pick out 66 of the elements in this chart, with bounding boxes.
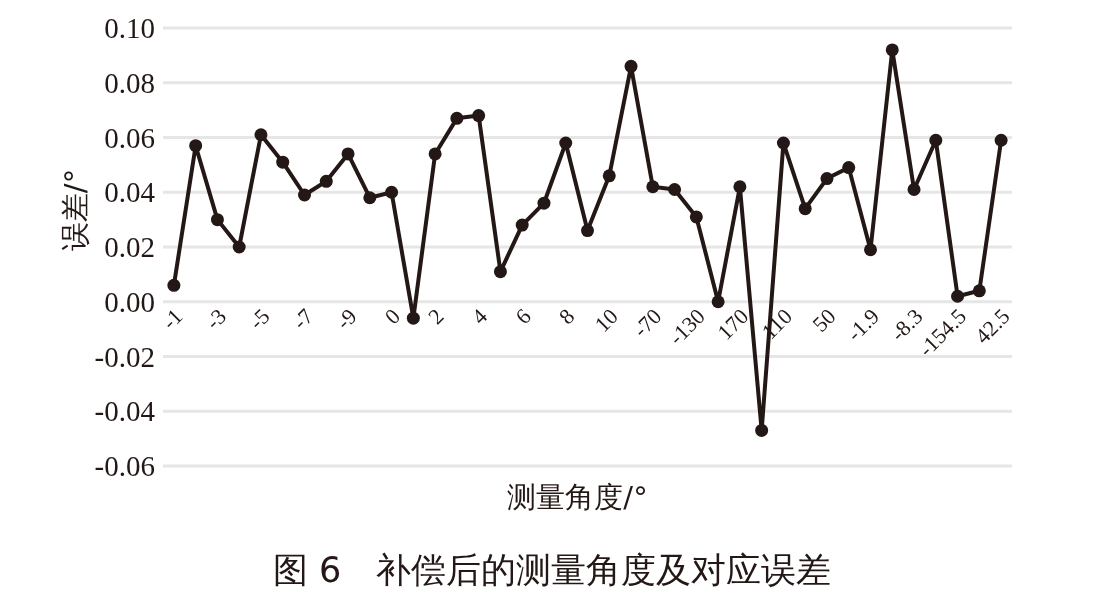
point (733, 180, 747, 194)
point (581, 224, 594, 238)
x-tick-label: 0 (379, 303, 406, 330)
x-tick-label: 10 (589, 303, 623, 337)
y-tick-label: 0.06 (104, 121, 155, 154)
point (210, 213, 224, 227)
point (515, 218, 529, 232)
point (668, 183, 682, 197)
x-tick-label: 4 (466, 303, 493, 330)
x-tick-label: 6 (510, 303, 536, 330)
x-tick-label: -7 (287, 303, 319, 335)
point (711, 295, 725, 309)
point (972, 284, 986, 298)
caption: 图 6 补偿后的测量角度及对应误差 (272, 550, 832, 590)
point (450, 111, 464, 125)
point (885, 43, 899, 57)
point (493, 265, 507, 279)
point (994, 133, 1008, 147)
point (689, 210, 703, 224)
x-tick-label: -1 (156, 303, 188, 335)
point (798, 202, 812, 216)
x-tick-label: 2 (423, 303, 449, 330)
y-tick-label: 0.02 (104, 231, 155, 263)
x-tick-label: -3 (200, 303, 231, 335)
x-tick-label: 8 (553, 303, 580, 330)
y-tick-label: 0.04 (104, 176, 156, 209)
point (298, 188, 311, 202)
x-tick-label: -1.9 (841, 303, 885, 346)
x-tick-label: 42.5 (969, 303, 1015, 349)
x-tick-label: -5 (243, 303, 275, 335)
point (646, 180, 660, 194)
point (951, 289, 965, 303)
point (537, 196, 551, 210)
point (559, 136, 573, 150)
point (472, 109, 486, 123)
y-tick-label: 0.00 (104, 285, 155, 318)
point (385, 185, 399, 199)
point (602, 169, 616, 183)
x-tick-label: -9 (330, 303, 362, 335)
point (319, 174, 333, 188)
y-tick-label: -0.06 (94, 450, 155, 482)
y-tick-label: 0.08 (104, 66, 155, 99)
point (755, 423, 769, 437)
point (776, 136, 790, 150)
point (929, 133, 943, 147)
point (624, 59, 638, 73)
x-axis-title: 测量角度/° (507, 480, 648, 514)
point (189, 139, 203, 153)
y-tick-label: -0.02 (94, 340, 155, 373)
point (276, 155, 290, 169)
point (864, 243, 877, 257)
point (907, 183, 921, 197)
point (428, 147, 442, 161)
point (820, 172, 834, 186)
point (232, 240, 246, 254)
point (341, 147, 355, 161)
point (254, 128, 268, 142)
point (842, 161, 856, 175)
y-tick-label: -0.04 (94, 395, 156, 428)
point (363, 191, 377, 205)
y-tick-label: 0.10 (104, 12, 155, 44)
x-tick-label: 50 (807, 303, 841, 337)
y-axis-title: 误差/° (58, 168, 92, 252)
x-tick-label: 170 (712, 303, 754, 345)
point (406, 311, 420, 325)
point (167, 278, 181, 292)
